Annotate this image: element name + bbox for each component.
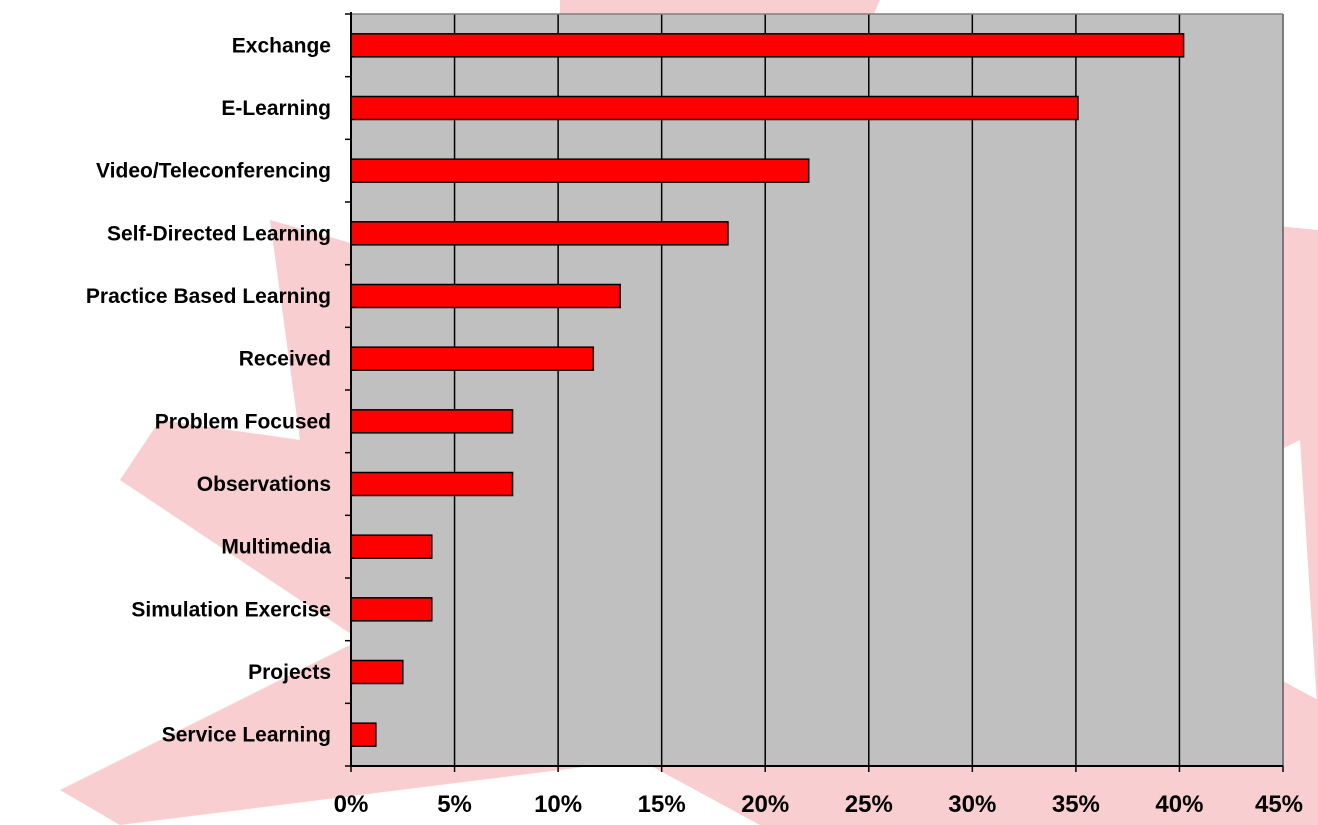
bar-service-learning: [350, 722, 377, 747]
x-tick-label: 30%: [948, 791, 996, 818]
bar-received: [350, 346, 595, 371]
x-tick-label: 10%: [534, 791, 582, 818]
category-label: Simulation Exercise: [131, 598, 331, 621]
axes: [345, 12, 1284, 772]
bar-projects: [350, 659, 404, 685]
x-tick-label: 15%: [638, 791, 686, 818]
x-tick-label: 35%: [1052, 791, 1100, 818]
x-tick-label: 40%: [1155, 791, 1203, 818]
category-labels: Exchange E-Learning Video/Teleconferencing…: [86, 34, 331, 746]
category-label: Observations: [197, 473, 331, 496]
bar-e-learning: [350, 95, 1079, 121]
category-label: Video/Teleconferencing: [96, 160, 331, 183]
plot-area: [351, 14, 1283, 766]
category-label: Self-Directed Learning: [107, 222, 331, 245]
bars: [350, 33, 1185, 747]
bar-practice-based-learning: [350, 283, 621, 309]
category-label: Problem Focused: [155, 410, 331, 433]
x-tick-labels: 0% 5% 10% 15% 20% 25% 30% 35% 40% 45%: [334, 791, 1303, 818]
gridlines: [351, 13, 1284, 766]
x-tick-label: 5%: [437, 791, 472, 818]
x-tick-label: 25%: [845, 791, 893, 818]
category-label: Service Learning: [162, 724, 331, 747]
category-label: Received: [239, 348, 331, 371]
bar-observations: [350, 471, 514, 497]
category-label: E-Learning: [221, 97, 331, 120]
bar-multimedia: [350, 534, 433, 559]
category-label: Practice Based Learning: [86, 285, 331, 308]
bar-simulation-exercise: [350, 597, 433, 622]
x-tick-label: 45%: [1255, 791, 1303, 818]
category-label: Multimedia: [221, 536, 331, 559]
bar-exchange: [350, 33, 1185, 58]
category-label: Exchange: [232, 34, 331, 57]
bar-video-teleconferencing: [350, 158, 810, 183]
category-label: Projects: [248, 661, 331, 684]
x-tick-label: 20%: [741, 791, 789, 818]
x-tick-label: 0%: [334, 791, 369, 818]
bar-problem-focused: [350, 409, 514, 434]
bar-self-directed-learning: [350, 221, 729, 246]
